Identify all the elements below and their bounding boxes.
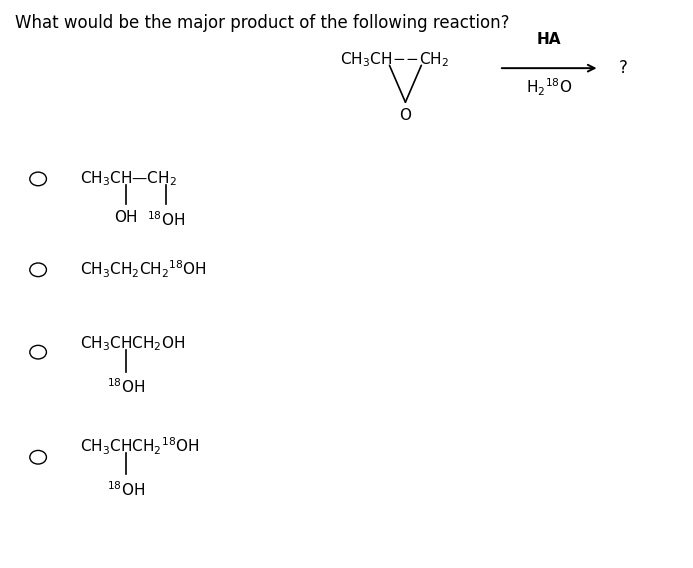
Text: CH$_3$CH$_2$CH$_2$$^{18}$OH: CH$_3$CH$_2$CH$_2$$^{18}$OH xyxy=(80,259,207,281)
Text: CH$_3$CHCH$_2$$^{18}$OH: CH$_3$CHCH$_2$$^{18}$OH xyxy=(80,435,199,457)
Text: $^{18}$OH: $^{18}$OH xyxy=(107,378,146,396)
Text: OH: OH xyxy=(114,210,138,225)
Text: $^{18}$OH: $^{18}$OH xyxy=(107,480,146,499)
Text: HA: HA xyxy=(537,32,561,47)
Text: CH$_3$CH$\!-\!\!-\!$CH$_2$: CH$_3$CH$\!-\!\!-\!$CH$_2$ xyxy=(340,51,448,69)
Text: CH$_3$CH—CH$_2$: CH$_3$CH—CH$_2$ xyxy=(80,170,177,188)
Text: $^{18}$OH: $^{18}$OH xyxy=(146,210,185,229)
Text: CH$_3$CHCH$_2$OH: CH$_3$CHCH$_2$OH xyxy=(80,335,185,353)
Text: O: O xyxy=(399,108,412,123)
Text: What would be the major product of the following reaction?: What would be the major product of the f… xyxy=(15,14,510,32)
Text: H$_2$$^{18}$O: H$_2$$^{18}$O xyxy=(526,77,572,98)
Text: ?: ? xyxy=(619,59,628,77)
